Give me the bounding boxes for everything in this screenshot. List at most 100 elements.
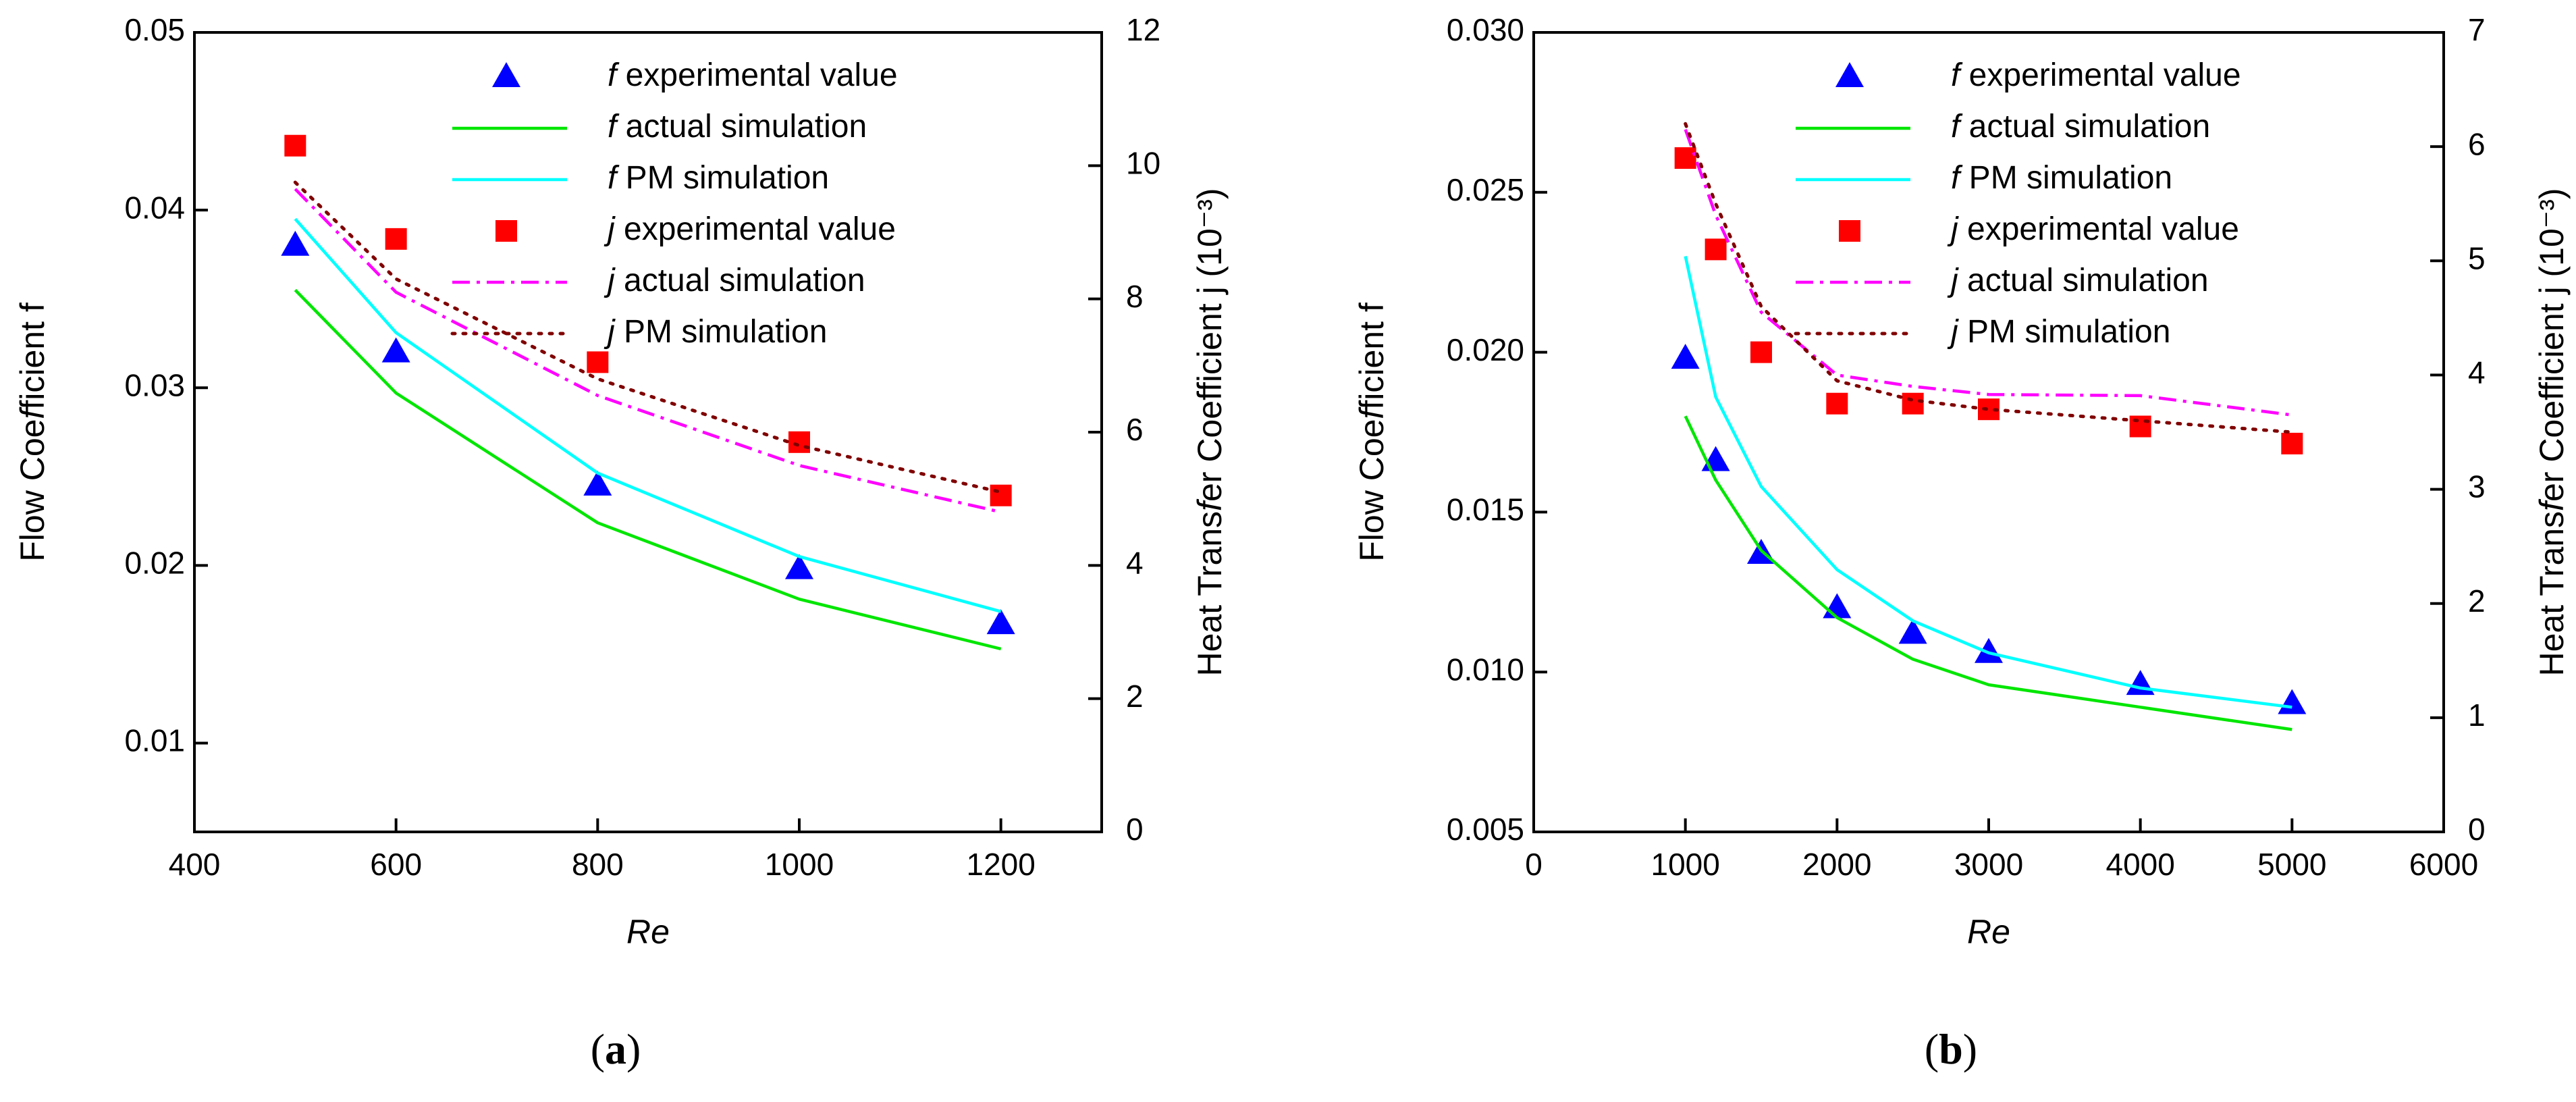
y-right-tick-label: 8 bbox=[1126, 279, 1144, 314]
x-tick-label: 600 bbox=[370, 847, 422, 882]
panel-label: (a) bbox=[591, 1025, 641, 1073]
y-right-tick-label: 6 bbox=[1126, 412, 1144, 447]
y-right-tick-label: 0 bbox=[2468, 812, 2486, 847]
series-j_exp bbox=[1674, 147, 2303, 454]
y-left-tick-label: 0.01 bbox=[124, 723, 185, 758]
legend-label-j_exp: j experimental value bbox=[1947, 211, 2239, 247]
f-experimental-point bbox=[785, 554, 813, 579]
legend-symbol: j bbox=[1947, 211, 1959, 247]
y-right-axis-title-suffix: er Coefficient j (10⁻³) bbox=[1191, 188, 1229, 502]
legend-label-j_pm: j PM simulation bbox=[1947, 314, 2170, 350]
x-tick-label: 5000 bbox=[2257, 847, 2326, 882]
legend-text: PM simulation bbox=[1958, 314, 2171, 350]
j-experimental-point bbox=[1750, 341, 1772, 363]
j-experimental-point bbox=[284, 134, 306, 157]
series-line-f_pm bbox=[1684, 256, 2292, 709]
y-right-tick-label: 3 bbox=[2468, 469, 2486, 504]
f-experimental-point bbox=[583, 470, 612, 496]
legend-symbol: j bbox=[603, 263, 616, 298]
f-experimental-point bbox=[281, 230, 310, 256]
legend-triangle-marker bbox=[492, 62, 520, 87]
series-f_pm bbox=[1684, 256, 2292, 709]
plot-frame bbox=[193, 31, 1103, 833]
x-tick-label: 4000 bbox=[2105, 847, 2174, 882]
f-experimental-point bbox=[2126, 670, 2155, 696]
series-f_pm bbox=[294, 217, 1002, 613]
x-tick-label: 2000 bbox=[1802, 847, 1871, 882]
y-right-tick-label: 4 bbox=[2468, 355, 2486, 390]
y-left-axis-title-suffix: ficient f bbox=[14, 303, 51, 410]
y-left-tick-label: 0.015 bbox=[1447, 492, 1524, 527]
series-line-f_act bbox=[1684, 415, 2292, 731]
f-experimental-point bbox=[1671, 344, 1700, 369]
y-right-tick-label: 5 bbox=[2468, 240, 2486, 276]
plot-frame bbox=[1532, 31, 2445, 833]
legend: f experimental value f actual simulation f… bbox=[1794, 57, 2241, 350]
y-left-tick-label: 0.030 bbox=[1447, 12, 1524, 47]
f-experimental-point bbox=[1975, 637, 2003, 663]
series-f_act bbox=[1684, 415, 2292, 731]
legend-triangle-marker bbox=[1835, 62, 1864, 87]
y-right-tick-label: 6 bbox=[2468, 126, 2486, 161]
series-line-j_act bbox=[1684, 129, 2292, 417]
x-tick-label: 6000 bbox=[2409, 847, 2478, 882]
y-left-tick-label: 0.04 bbox=[124, 190, 185, 225]
legend-square-marker bbox=[1839, 220, 1860, 242]
y-left-axis-title-text: Flow Coe bbox=[14, 419, 51, 562]
j-experimental-point bbox=[1902, 392, 1924, 415]
y-right-tick-label: 2 bbox=[1126, 679, 1144, 714]
series-line-j_act bbox=[294, 188, 1002, 514]
legend-text: experimental value bbox=[1958, 211, 2239, 247]
legend-label-f_act: f actual simulation bbox=[1951, 109, 2210, 145]
j-experimental-point bbox=[1705, 238, 1727, 261]
legend-symbol: j bbox=[1947, 314, 1959, 350]
y-left-tick-label: 0.025 bbox=[1447, 172, 1524, 207]
y-left-axis-title-text: Flow Coe bbox=[1353, 419, 1391, 562]
x-tick-label: 400 bbox=[169, 847, 221, 882]
y-left-tick-label: 0.02 bbox=[124, 545, 185, 580]
legend-text: actual simulation bbox=[1958, 263, 2209, 298]
j-experimental-point bbox=[1674, 147, 1696, 169]
x-tick-label: 1200 bbox=[966, 847, 1035, 882]
legend-text: actual simulation bbox=[615, 263, 865, 298]
legend-label-j_exp: j experimental value bbox=[603, 211, 896, 247]
y-left-tick-label: 0.03 bbox=[124, 367, 185, 402]
y-right-tick-label: 1 bbox=[2468, 698, 2486, 733]
f-experimental-point bbox=[2278, 689, 2307, 714]
panel-label: (b) bbox=[1925, 1025, 1977, 1073]
j-experimental-point bbox=[990, 484, 1012, 506]
series-line-f_pm bbox=[294, 217, 1002, 613]
f-experimental-point bbox=[986, 609, 1015, 635]
legend-text: experimental value bbox=[615, 211, 896, 247]
series-line-f_act bbox=[294, 288, 1002, 651]
x-tick-label: 800 bbox=[572, 847, 624, 882]
j-experimental-point bbox=[788, 431, 810, 453]
f-experimental-point bbox=[381, 337, 410, 363]
y-left-tick-label: 0.005 bbox=[1447, 812, 1524, 847]
y-left-tick-label: 0.010 bbox=[1447, 652, 1524, 687]
x-axis-title: Re bbox=[1967, 913, 2010, 951]
x-tick-label: 1000 bbox=[765, 847, 834, 882]
f-experimental-point bbox=[1898, 619, 1927, 644]
legend-symbol: j bbox=[603, 314, 616, 350]
legend-text: PM simulation bbox=[616, 160, 829, 196]
legend-square-marker bbox=[495, 220, 517, 242]
legend-label-f_pm: f PM simulation bbox=[1951, 160, 2172, 196]
j-experimental-point bbox=[385, 228, 407, 250]
y-right-axis-title-text: Heat Trans bbox=[2533, 511, 2571, 677]
y-left-axis-title: Flow Coefficient f bbox=[14, 303, 51, 562]
series-j_act bbox=[294, 188, 1002, 514]
y-left-tick-label: 0.020 bbox=[1447, 332, 1524, 367]
series-j_pm bbox=[1684, 122, 2294, 434]
legend-text: actual simulation bbox=[616, 109, 867, 145]
x-axis-title: Re bbox=[626, 913, 670, 951]
panel-label-open: ( bbox=[591, 1025, 605, 1073]
series-line-j_pm bbox=[1684, 122, 2294, 434]
panel-label-close: ) bbox=[626, 1025, 641, 1073]
legend-symbol: j bbox=[603, 211, 616, 247]
y-right-tick-label: 10 bbox=[1126, 145, 1160, 180]
legend-label-j_pm: j PM simulation bbox=[603, 314, 827, 350]
j-experimental-point bbox=[2281, 432, 2303, 454]
